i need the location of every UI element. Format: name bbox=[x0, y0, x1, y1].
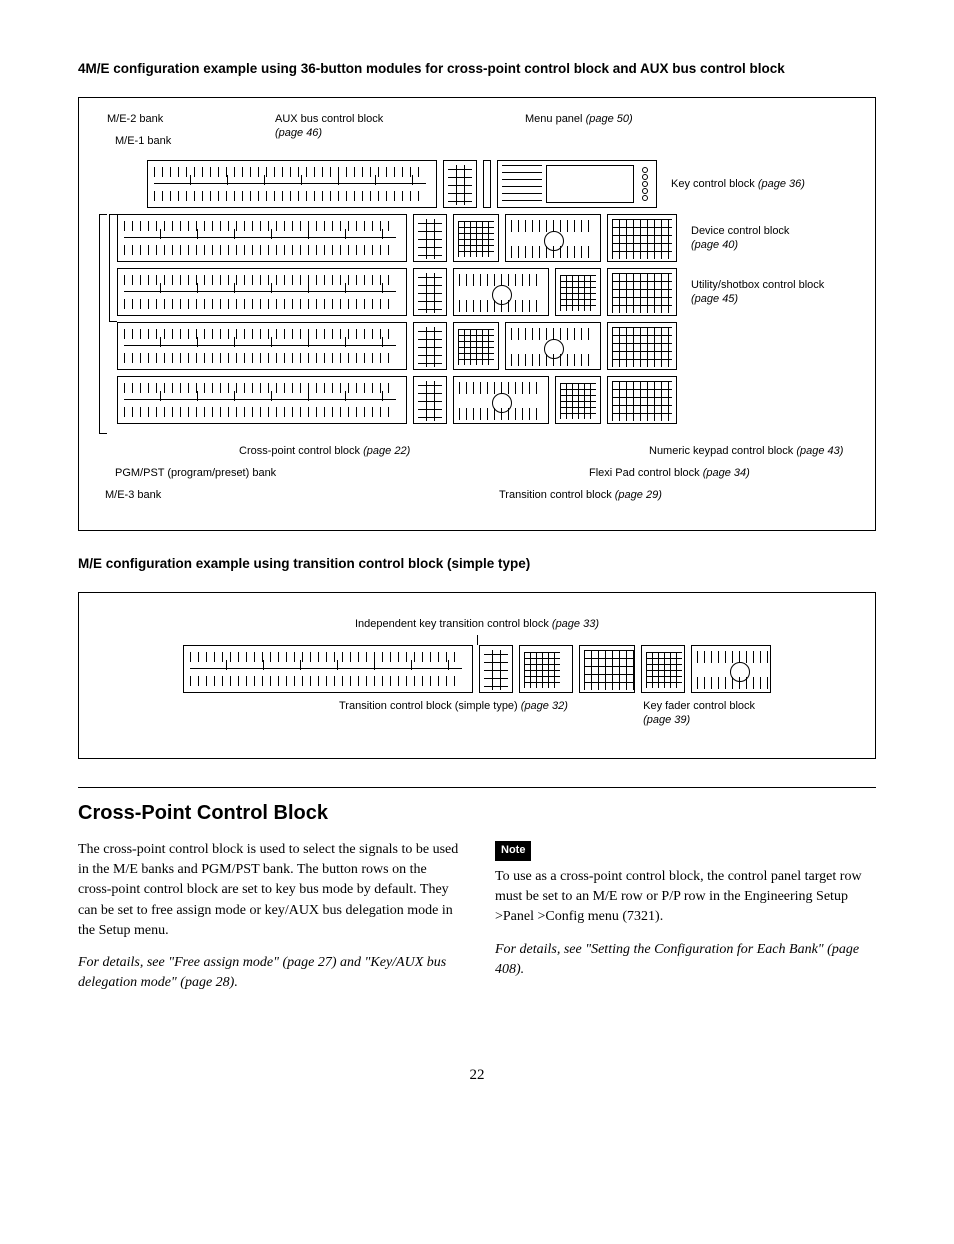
simple-grid2 bbox=[641, 645, 685, 693]
pgmpst-crosspoint bbox=[117, 376, 407, 424]
label-transition-block: Transition control block (page 29) bbox=[499, 488, 662, 502]
diagram-simple: Independent key transition control block… bbox=[78, 592, 876, 759]
pgmpst-numeric bbox=[607, 376, 677, 424]
heading-crosspoint: Cross-Point Control Block bbox=[78, 800, 876, 826]
menu-panel-module bbox=[497, 160, 657, 208]
aux-bar bbox=[483, 160, 491, 208]
body-text: The cross-point control block is used to… bbox=[78, 840, 876, 1006]
aux-delegation-grid bbox=[443, 160, 477, 208]
label-aux-block: AUX bus control block bbox=[275, 112, 383, 126]
label-key-fader: Key fader control block(page 39) bbox=[643, 699, 755, 728]
simple-indep-key bbox=[579, 645, 635, 693]
me2-trans-a bbox=[555, 268, 601, 316]
me1-grid bbox=[413, 214, 447, 262]
me3-trans-a bbox=[453, 322, 499, 370]
me2-utility bbox=[607, 268, 677, 316]
me1-device bbox=[607, 214, 677, 262]
label-aux-page: (page 46) bbox=[275, 126, 322, 140]
label-menu-panel-text: Menu panel bbox=[525, 113, 583, 125]
me3-grid bbox=[413, 322, 447, 370]
label-key-control: Key control block (page 36) bbox=[671, 177, 805, 191]
me1-trans-a bbox=[453, 214, 499, 262]
simple-keyfader bbox=[691, 645, 771, 693]
body-p4: To use as a cross-point control block, t… bbox=[495, 869, 862, 925]
label-flexipad: Flexi Pad control block (page 34) bbox=[589, 466, 750, 480]
label-device-control: Device control block(page 40) bbox=[691, 224, 789, 253]
pgmpst-trans-a bbox=[555, 376, 601, 424]
label-menu-panel: Menu panel (page 50) bbox=[525, 112, 633, 126]
simple-trans bbox=[519, 645, 573, 693]
label-numeric-block: Numeric keypad control block (page 43) bbox=[649, 444, 843, 458]
simple-crosspoint bbox=[183, 645, 473, 693]
label-menu-page: (page 50) bbox=[586, 113, 633, 125]
label-me2-bank: M/E-2 bank bbox=[107, 112, 163, 126]
pgmpst-flexipad bbox=[453, 376, 549, 424]
config-title-2: M/E configuration example using transiti… bbox=[78, 555, 876, 574]
config-title-1: 4M/E configuration example using 36-butt… bbox=[78, 60, 876, 79]
label-me3-bank: M/E-3 bank bbox=[105, 488, 161, 502]
diagram-4me: M/E-2 bank AUX bus control block (page 4… bbox=[78, 97, 876, 531]
label-pgm-pst: PGM/PST (program/preset) bank bbox=[115, 466, 276, 480]
label-utility-block: Utility/shotbox control block (page 45) bbox=[691, 278, 831, 307]
me1-crosspoint bbox=[117, 214, 407, 262]
note-badge: Note bbox=[495, 841, 531, 861]
label-me1-bank: M/E-1 bank bbox=[115, 134, 171, 148]
label-trans-simple: Transition control block (simple type) (… bbox=[339, 699, 568, 728]
section-divider bbox=[78, 787, 876, 788]
me2-crosspoint bbox=[117, 268, 407, 316]
simple-grid bbox=[479, 645, 513, 693]
label-crosspoint-block: Cross-point control block ((page 22)page… bbox=[239, 444, 410, 458]
aux-crosspoint-module bbox=[147, 160, 437, 208]
me2-grid bbox=[413, 268, 447, 316]
pgmpst-grid bbox=[413, 376, 447, 424]
page-number: 22 bbox=[78, 1066, 876, 1086]
me3-flexipad bbox=[505, 322, 601, 370]
me3-extra bbox=[607, 322, 677, 370]
me2-flexipad bbox=[453, 268, 549, 316]
me1-flexipad bbox=[505, 214, 601, 262]
label-indep-key: Independent key transition control block… bbox=[159, 617, 795, 631]
body-p5: For details, see "Setting the Configurat… bbox=[495, 940, 876, 981]
me3-crosspoint bbox=[117, 322, 407, 370]
body-p1: The cross-point control block is used to… bbox=[78, 840, 459, 941]
body-p3: For details, see "Free assign mode" (pag… bbox=[78, 953, 459, 994]
